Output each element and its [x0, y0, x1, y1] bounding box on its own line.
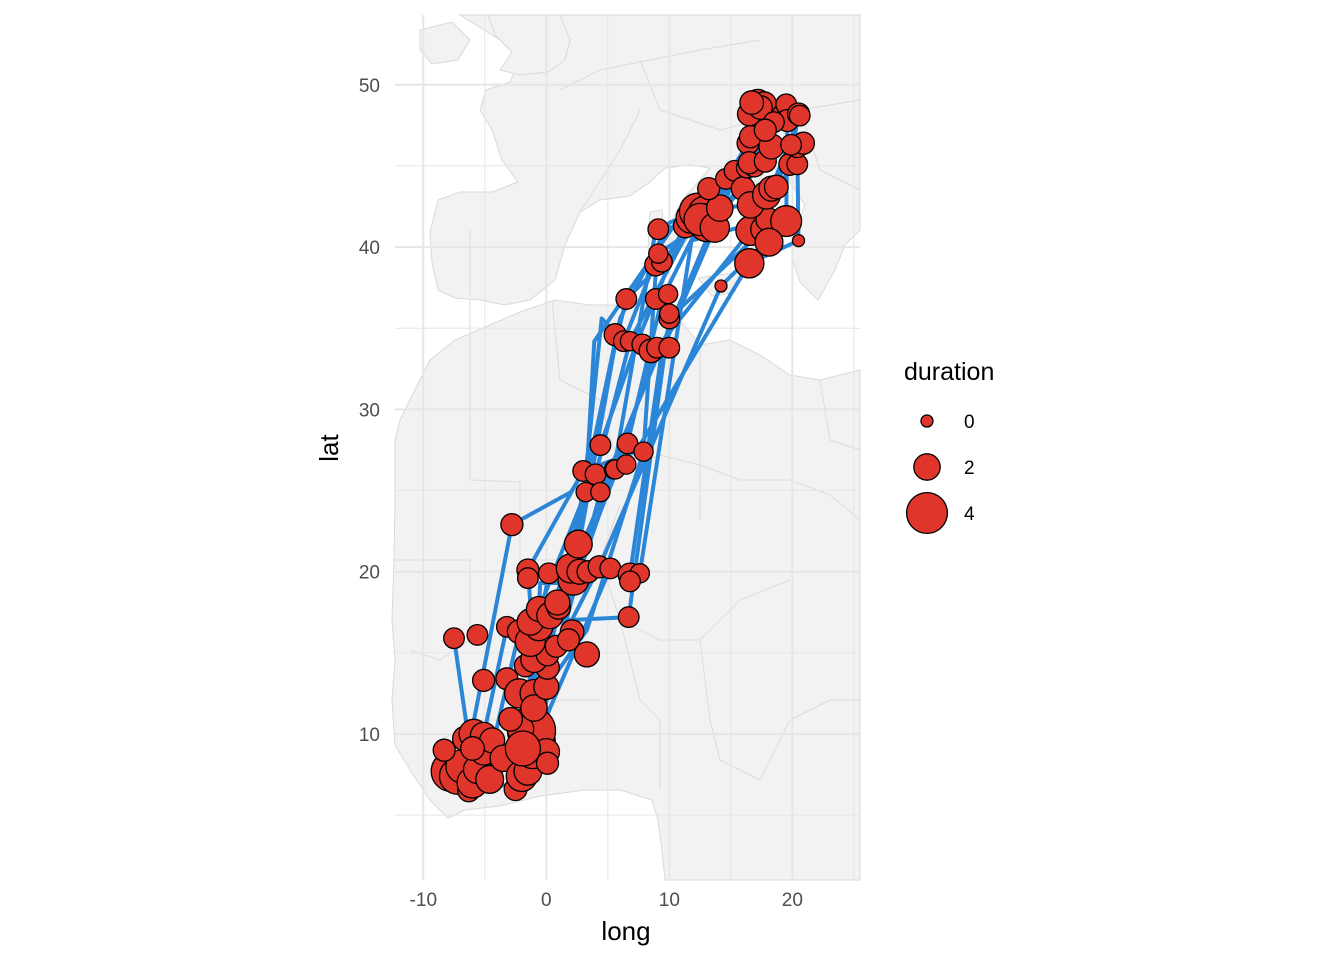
legend-title: duration — [904, 358, 994, 386]
stopover-point — [615, 288, 638, 310]
stopover-point — [619, 570, 641, 593]
stopover-point — [780, 133, 803, 156]
stopover-point — [617, 606, 640, 629]
stopover-point — [475, 764, 505, 794]
stopover-point — [705, 194, 734, 222]
stopover-point — [471, 668, 496, 693]
y-tick-label: 50 — [359, 76, 380, 97]
stopover-point — [460, 736, 485, 761]
stopover-point — [714, 279, 728, 293]
x-tick-label: -10 — [410, 890, 437, 911]
stopover-point — [590, 481, 611, 503]
stopover-point — [520, 694, 548, 722]
stopover-point — [589, 434, 612, 457]
y-tick-label: 20 — [359, 563, 380, 584]
legend-label-0: 0 — [964, 412, 975, 433]
size-legend: duration 0 2 4 — [904, 358, 994, 535]
stopover-point — [633, 441, 654, 462]
stopover-point — [516, 567, 539, 590]
stopover-point — [647, 218, 670, 241]
stopover-point — [432, 738, 456, 762]
stopover-point — [498, 706, 524, 732]
stopover-point — [770, 205, 803, 238]
legend-label-4: 4 — [964, 504, 975, 525]
x-tick-label: 10 — [659, 890, 680, 911]
stopover-point — [791, 233, 806, 248]
stopover-point — [544, 589, 571, 616]
y-tick-label: 30 — [359, 400, 380, 421]
stopover-point — [443, 627, 465, 650]
legend-key-4 — [905, 491, 949, 535]
land-ireland — [419, 21, 471, 65]
stopover-point — [763, 174, 789, 200]
legend-entries: 0 2 4 — [905, 412, 975, 535]
stopover-point — [658, 336, 681, 359]
stopover-point — [697, 176, 721, 201]
land-britain — [487, 14, 571, 76]
stopover-point — [659, 303, 680, 324]
stopover-point — [556, 628, 581, 652]
stopover-point — [734, 248, 765, 279]
stopover-point — [504, 730, 542, 767]
stopover-point — [788, 104, 811, 127]
x-tick-label: 0 — [541, 890, 552, 911]
country-borders — [395, 39, 861, 790]
stopover-point — [535, 751, 560, 775]
y-tick-label: 40 — [359, 238, 380, 259]
x-axis-title: long — [601, 916, 650, 946]
stopover-point — [616, 454, 637, 475]
x-tick-label: 20 — [782, 890, 803, 911]
stopover-points — [430, 88, 816, 803]
y-axis-title: lat — [314, 433, 344, 461]
x-axis-ticks: -10 0 10 20 — [410, 890, 803, 911]
stopover-point — [584, 463, 607, 486]
legend-label-2: 2 — [964, 458, 975, 479]
stopover-point — [563, 529, 593, 559]
stopover-point — [466, 623, 489, 646]
legend-key-0 — [920, 414, 934, 428]
stopover-point — [599, 557, 622, 580]
stopover-point — [500, 512, 524, 537]
legend-key-2 — [913, 453, 941, 481]
stopover-point — [753, 118, 777, 142]
stopover-point — [754, 227, 784, 257]
y-tick-label: 10 — [359, 725, 380, 746]
y-axis-ticks: 10 20 30 40 50 — [359, 76, 380, 746]
stopover-point — [573, 641, 601, 668]
stopover-point — [648, 243, 669, 264]
stopover-point — [739, 90, 765, 116]
stopover-point — [657, 283, 679, 305]
